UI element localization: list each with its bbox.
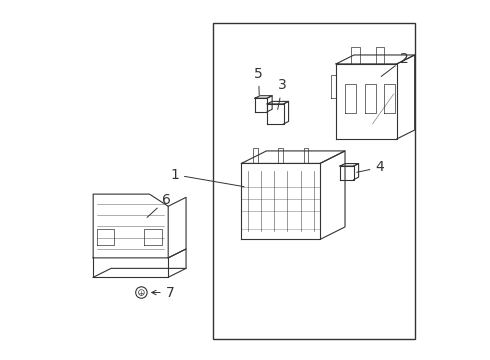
Text: 3: 3 (278, 78, 287, 109)
Text: 4: 4 (357, 161, 384, 175)
Bar (213, 23, 415, 339)
Text: 6: 6 (147, 193, 171, 217)
Text: 2: 2 (381, 51, 409, 77)
Text: 1: 1 (170, 168, 244, 187)
Text: 7: 7 (152, 285, 174, 300)
Text: 5: 5 (254, 67, 263, 95)
